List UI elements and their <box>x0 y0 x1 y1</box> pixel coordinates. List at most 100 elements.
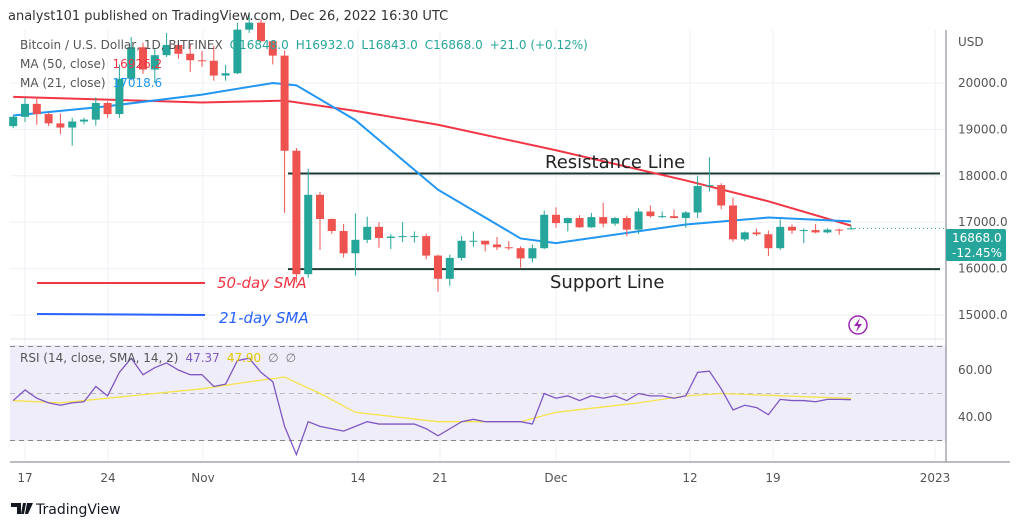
rsi-legend: RSI (14, close, SMA, 14, 2) 47.37 47.90 … <box>20 351 296 365</box>
candle-body <box>233 29 242 74</box>
candle-body <box>316 194 324 219</box>
rsi-tick: 60.00 <box>958 363 992 377</box>
sma21-legend-line <box>36 313 206 316</box>
candle-body <box>776 226 785 249</box>
candle-body <box>410 236 419 238</box>
time-tick: 19 <box>765 471 780 485</box>
rsi-tick: 40.00 <box>958 410 992 424</box>
candle-body <box>552 214 560 224</box>
candle-body <box>457 240 466 258</box>
tradingview-logo: TradingView <box>11 502 121 518</box>
candle-body <box>622 218 631 230</box>
candle-body <box>587 217 596 228</box>
support-resistance <box>288 172 946 271</box>
candle-body <box>174 44 183 54</box>
price-axis-unit: USD <box>958 35 984 49</box>
candles <box>9 14 855 292</box>
candle-body <box>670 216 678 219</box>
candle-body <box>422 236 431 256</box>
symbol-legend: Bitcoin / U.S. Dollar, 1D, BITFINEX O168… <box>20 38 588 90</box>
candle-body <box>68 121 77 128</box>
candle-body <box>150 55 159 70</box>
candle-body <box>363 226 372 240</box>
candle-body <box>32 103 41 115</box>
time-axis[interactable]: 17 24 Nov 14 21 Dec 12 19 2023 <box>17 471 950 485</box>
candle-body <box>469 240 478 242</box>
candle-body <box>788 226 796 231</box>
sma50-annotation: 50-day SMA <box>217 274 307 292</box>
moving-averages <box>13 81 852 245</box>
candle-body <box>198 60 206 62</box>
time-tick: 17 <box>17 471 32 485</box>
ma50-value: 16926.2 <box>113 57 163 71</box>
candle-body <box>221 73 230 76</box>
current-change: -12.45% <box>952 246 1002 260</box>
current-price-badge: 16868.0 -12.45% <box>946 229 1006 261</box>
candle-body <box>799 230 808 232</box>
candle-body <box>245 22 254 30</box>
price-tick: 19000.0 <box>958 122 1008 136</box>
rsi-value: 47.37 <box>185 351 219 365</box>
candle-body <box>740 232 749 240</box>
price-tick: 16000.0 <box>958 262 1008 276</box>
published-header: analyst101 published on TradingView.com,… <box>8 9 448 24</box>
resistance-label: Resistance Line <box>545 152 685 173</box>
candle-body <box>386 236 395 238</box>
candle-body <box>705 185 714 187</box>
price-tick: 15000.0 <box>958 308 1008 322</box>
candle-body <box>764 234 773 249</box>
candle-body <box>257 22 265 42</box>
candle-body <box>327 218 336 232</box>
ma21-line <box>13 81 852 245</box>
candle-body <box>599 217 608 224</box>
candle-body <box>634 211 643 230</box>
candle-body <box>847 228 855 230</box>
current-price: 16868.0 <box>952 231 1002 245</box>
close-value: C16868.0 <box>425 38 483 52</box>
candle-body <box>540 214 549 249</box>
time-tick: 21 <box>432 471 447 485</box>
sma21-annotation: 21-day SMA <box>219 309 309 327</box>
candle-body <box>528 248 537 259</box>
lightning-icon[interactable] <box>848 315 868 335</box>
candle-body <box>493 244 501 248</box>
candle-body <box>304 194 313 275</box>
price-axis[interactable]: USD 20000.0 19000.0 18000.0 17000.0 16000.0 1… <box>958 35 1008 322</box>
candle-body <box>516 248 525 259</box>
candle-body <box>292 150 301 275</box>
ma50-label[interactable]: MA (50, close) <box>20 57 106 71</box>
candle-body <box>209 60 218 76</box>
candle-body <box>823 229 832 233</box>
support-label: Support Line <box>550 272 664 293</box>
time-tick: 2023 <box>920 471 951 485</box>
candle-body <box>693 186 702 213</box>
price-tick: 18000.0 <box>958 169 1008 183</box>
candle-body <box>80 119 88 122</box>
candle-body <box>811 230 820 233</box>
ma21-label[interactable]: MA (21, close) <box>20 76 106 90</box>
rsi-sma-value: 47.90 <box>227 351 261 365</box>
candle-body <box>186 53 195 61</box>
candle-body <box>162 44 171 56</box>
ma21-value: 17018.6 <box>113 76 163 90</box>
rsi-sma-line <box>13 376 852 423</box>
low-value: L16843.0 <box>361 38 417 52</box>
candle-body <box>127 47 136 79</box>
candle-body <box>115 78 124 115</box>
candle-body <box>21 103 29 117</box>
candle-body <box>56 123 65 128</box>
candle-body <box>339 231 348 254</box>
symbol-title[interactable]: Bitcoin / U.S. Dollar, 1D, BITFINEX <box>20 38 223 52</box>
candle-body <box>398 236 407 238</box>
open-value: O16848.0 <box>230 38 289 52</box>
change-value: +21.0 (+0.12%) <box>490 38 588 52</box>
rsi-line <box>12 357 852 457</box>
rsi-label[interactable]: RSI (14, close, SMA, 14, 2) <box>20 351 178 365</box>
rsi-axis[interactable]: 60.00 40.00 <box>958 363 992 424</box>
candle-body <box>103 102 112 115</box>
candle-body <box>504 247 513 249</box>
annotations: Resistance Line Support Line 50-day SMA … <box>36 152 685 327</box>
candle-body <box>44 114 53 124</box>
